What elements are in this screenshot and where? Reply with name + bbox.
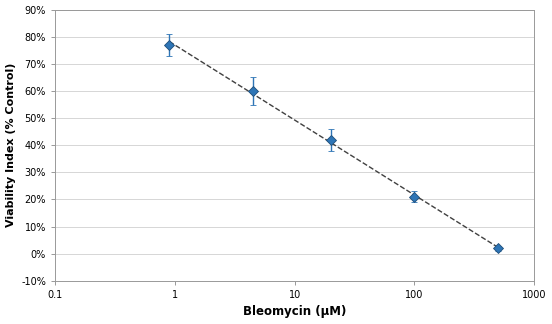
X-axis label: Bleomycin (μM): Bleomycin (μM) bbox=[243, 306, 346, 318]
Y-axis label: Viability Index (% Control): Viability Index (% Control) bbox=[6, 63, 15, 227]
